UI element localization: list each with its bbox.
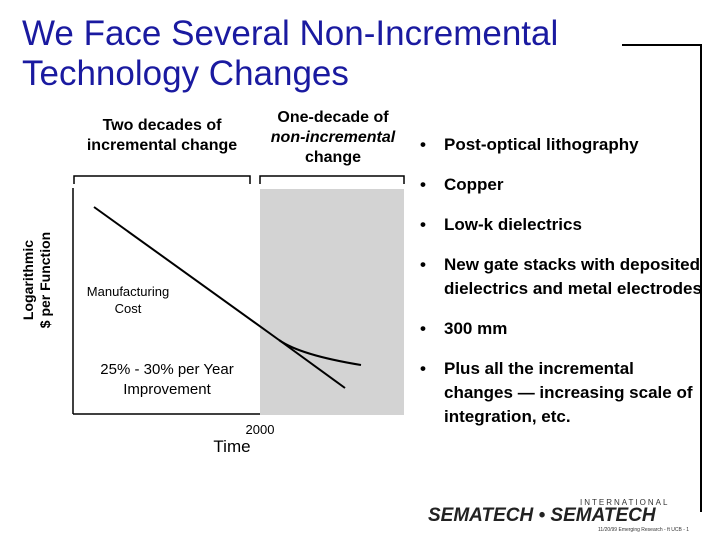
logo-main-text: SEMATECH • SEMATECH [428, 505, 656, 526]
incremental-bracket [73, 175, 251, 184]
technology-change-list: • Post-optical lithography • Copper • Low-k… [418, 133, 703, 445]
bullet-item: • Post-optical lithography [420, 135, 639, 154]
bullet-text: Plus all the incremental changes — incre… [444, 359, 693, 426]
title-line-2: Technology Changes [22, 54, 349, 93]
slide-title: We Face Several Non-Incremental Technolo… [22, 14, 622, 94]
non-incremental-label-line-2: non-incremental [270, 129, 396, 146]
non-incremental-shaded-region [260, 189, 404, 415]
non-incremental-label-line-3: change [304, 149, 361, 166]
bullet-item: • New gate stacks with deposited dielectr… [420, 255, 702, 298]
cost-curve-flattening [278, 339, 362, 366]
x-axis-label: Time [213, 437, 250, 456]
incremental-label-line-2: incremental change [86, 137, 238, 154]
bullet-text: Post-optical lithography [444, 135, 639, 154]
incremental-label-line-1: Two decades of [102, 117, 222, 134]
bullet-text: Low-k dielectrics [444, 215, 582, 234]
title-rule-vertical [700, 44, 702, 512]
bullet-item: • Low-k dielectrics [420, 215, 582, 234]
trend-label-line-2: Improvement [123, 381, 211, 398]
title-line-1: We Face Several Non-Incremental [22, 14, 559, 53]
non-incremental-label-line-1: One-decade of [277, 109, 389, 126]
bullet-item: • Plus all the incremental changes — incr… [420, 359, 693, 426]
slide-footer: 11/20/99 Emerging Research - ft UCB - 1 [598, 527, 690, 533]
cost-curve-incremental [93, 206, 280, 341]
curve-label-line-2: Cost [115, 301, 142, 316]
sematech-logo: INTERNATIONAL SEMATECH • SEMATECH [428, 498, 668, 526]
bullet-text: 300 mm [444, 319, 508, 338]
trend-label-line-1: 25% - 30% per Year [100, 361, 233, 378]
title-rule [622, 44, 702, 46]
bullet-text: Copper [444, 175, 504, 194]
cost-trend-extrapolation [278, 339, 346, 389]
bullet-text: New gate stacks with deposited dielectri… [444, 255, 702, 298]
non-incremental-bracket [259, 175, 405, 184]
logo-top-text: INTERNATIONAL [580, 498, 670, 507]
non-incremental-period-label: One-decade of non-incremental change [258, 108, 408, 168]
bullet-item: • Copper [420, 175, 504, 194]
year-label: 2000 [246, 422, 275, 437]
incremental-period-label: Two decades of incremental change [72, 116, 252, 156]
bullet-item: • 300 mm [420, 319, 508, 338]
curve-label-line-1: Manufacturing [87, 284, 169, 299]
